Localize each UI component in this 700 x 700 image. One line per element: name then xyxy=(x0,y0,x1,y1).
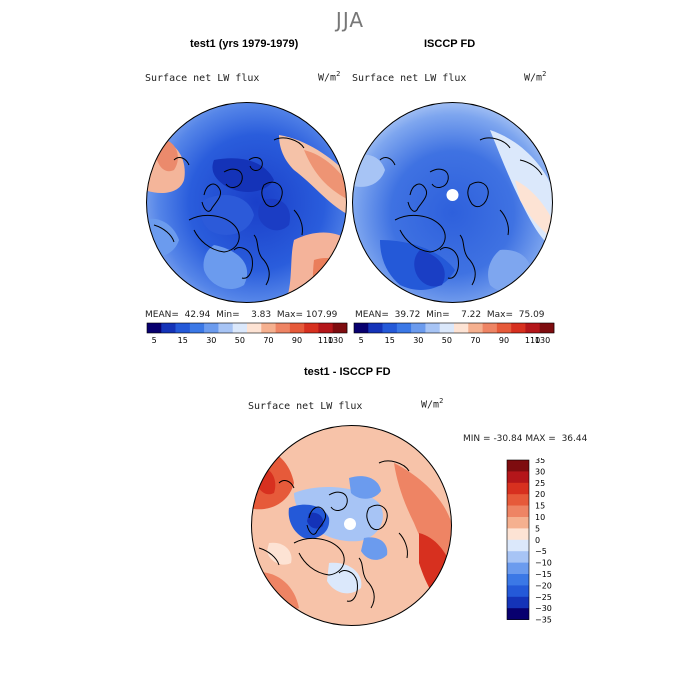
map-difference xyxy=(249,423,454,628)
colorbar-swatch xyxy=(161,323,176,333)
colorbar-tick-label: 15 xyxy=(178,336,188,345)
colorbar-tick-label: 25 xyxy=(535,479,545,488)
colorbar-tick-label: 30 xyxy=(413,336,423,345)
colorbar-swatch xyxy=(507,505,529,518)
colorbar-swatch xyxy=(204,323,219,333)
diff-variable: Surface net LW flux xyxy=(248,401,363,412)
colorbar-tick-label: 30 xyxy=(535,467,545,476)
colorbar-tick-label: 50 xyxy=(442,336,452,345)
colorbar-tick-label: −20 xyxy=(535,581,552,590)
panel-2-variable: Surface net LW flux xyxy=(352,73,467,84)
colorbar-swatch xyxy=(261,323,276,333)
colorbar-swatch xyxy=(189,323,205,333)
colorbar-swatch xyxy=(507,528,529,541)
colorbar-swatch xyxy=(468,323,483,333)
colorbar-swatch xyxy=(482,323,498,333)
colorbar-tick-label: 130 xyxy=(328,336,343,345)
colorbar-swatch xyxy=(368,323,383,333)
colorbar-2: 5 15 30 50 70 90 110 130 xyxy=(352,321,557,355)
colorbar-swatch xyxy=(354,323,369,333)
map-isccp-fd xyxy=(350,100,555,305)
colorbar-tick-label: 130 xyxy=(535,336,550,345)
colorbar-swatch xyxy=(175,323,191,333)
colorbar-diff: 35 30 25 20 15 10 5 0 −5 −10 −15 −20 −25 −30 −35 xyxy=(505,456,565,630)
colorbar-swatch xyxy=(332,323,348,333)
colorbar-tick-label: 5 xyxy=(535,524,540,533)
colorbar-tick-label: 70 xyxy=(470,336,480,345)
panel-1-title: test1 (yrs 1979-1979) xyxy=(190,38,299,50)
colorbar-swatch xyxy=(511,323,526,333)
colorbar-tick-label: −35 xyxy=(535,616,552,625)
colorbar-tick-label: −5 xyxy=(535,547,547,556)
diff-units: W/m2 xyxy=(421,397,444,411)
colorbar-swatch xyxy=(507,562,529,575)
colorbar-swatch xyxy=(507,596,529,609)
colorbar-tick-label: 110 xyxy=(318,336,333,345)
colorbar-swatch xyxy=(507,460,529,472)
colorbar-swatch xyxy=(247,323,262,333)
colorbar-swatch xyxy=(507,482,529,495)
colorbar-swatch xyxy=(507,585,529,598)
colorbar-tick-label: 90 xyxy=(292,336,302,345)
colorbar-tick-label: 110 xyxy=(525,336,540,345)
colorbar-tick-label: 10 xyxy=(535,513,545,522)
diff-title: test1 - ISCCP FD xyxy=(304,366,391,378)
panel-2-units: W/m2 xyxy=(524,70,547,84)
colorbar-tick-label: −30 xyxy=(535,604,552,613)
colorbar-swatch xyxy=(396,323,412,333)
colorbar-tick-label: −15 xyxy=(535,570,552,579)
colorbar-tick-label: 20 xyxy=(535,490,545,499)
colorbar-swatch xyxy=(507,574,529,586)
colorbar-swatch xyxy=(454,323,469,333)
colorbar-tick-label: 15 xyxy=(385,336,395,345)
colorbar-tick-label: 30 xyxy=(206,336,216,345)
colorbar-tick-label: 0 xyxy=(535,536,540,545)
colorbar-tick-label: 5 xyxy=(152,336,157,345)
colorbar-1: 5 15 30 50 70 90 110 130 xyxy=(145,321,350,355)
colorbar-swatch xyxy=(507,539,529,552)
colorbar-swatch xyxy=(411,323,426,333)
colorbar-tick-label: 35 xyxy=(535,458,545,465)
season-title: JJA xyxy=(335,8,365,32)
colorbar-swatch xyxy=(507,494,529,506)
panel-1-units: W/m2 xyxy=(318,70,341,84)
colorbar-swatch xyxy=(425,323,441,333)
panel-1-stats: MEAN= 42.94 Min= 3.83 Max= 107.99 xyxy=(145,310,338,320)
colorbar-swatch xyxy=(304,323,319,333)
colorbar-swatch xyxy=(507,471,529,484)
colorbar-tick-label: 5 xyxy=(359,336,364,345)
colorbar-tick-label: 50 xyxy=(235,336,245,345)
colorbar-swatch xyxy=(507,517,529,529)
colorbar-tick-label: 15 xyxy=(535,502,545,511)
colorbar-tick-label: 70 xyxy=(263,336,273,345)
colorbar-swatch xyxy=(496,323,512,333)
colorbar-swatch xyxy=(525,323,541,333)
colorbar-swatch xyxy=(232,323,248,333)
colorbar-tick-label: −10 xyxy=(535,559,552,568)
colorbar-swatch xyxy=(218,323,234,333)
map-test1 xyxy=(144,100,349,305)
colorbar-swatch xyxy=(507,551,529,563)
colorbar-tick-label: 90 xyxy=(499,336,509,345)
colorbar-tick-label: −25 xyxy=(535,593,552,602)
colorbar-swatch xyxy=(382,323,398,333)
colorbar-swatch xyxy=(539,323,555,333)
panel-2-stats: MEAN= 39.72 Min= 7.22 Max= 75.09 xyxy=(355,310,545,320)
colorbar-swatch xyxy=(507,608,529,620)
colorbar-swatch xyxy=(439,323,455,333)
colorbar-swatch xyxy=(147,323,162,333)
colorbar-swatch xyxy=(289,323,305,333)
panel-2-title: ISCCP FD xyxy=(424,38,476,50)
panel-1-variable: Surface net LW flux xyxy=(145,73,260,84)
colorbar-swatch xyxy=(275,323,291,333)
colorbar-swatch xyxy=(318,323,334,333)
diff-minmax: MIN = -30.84 MAX = 36.44 xyxy=(463,434,588,444)
